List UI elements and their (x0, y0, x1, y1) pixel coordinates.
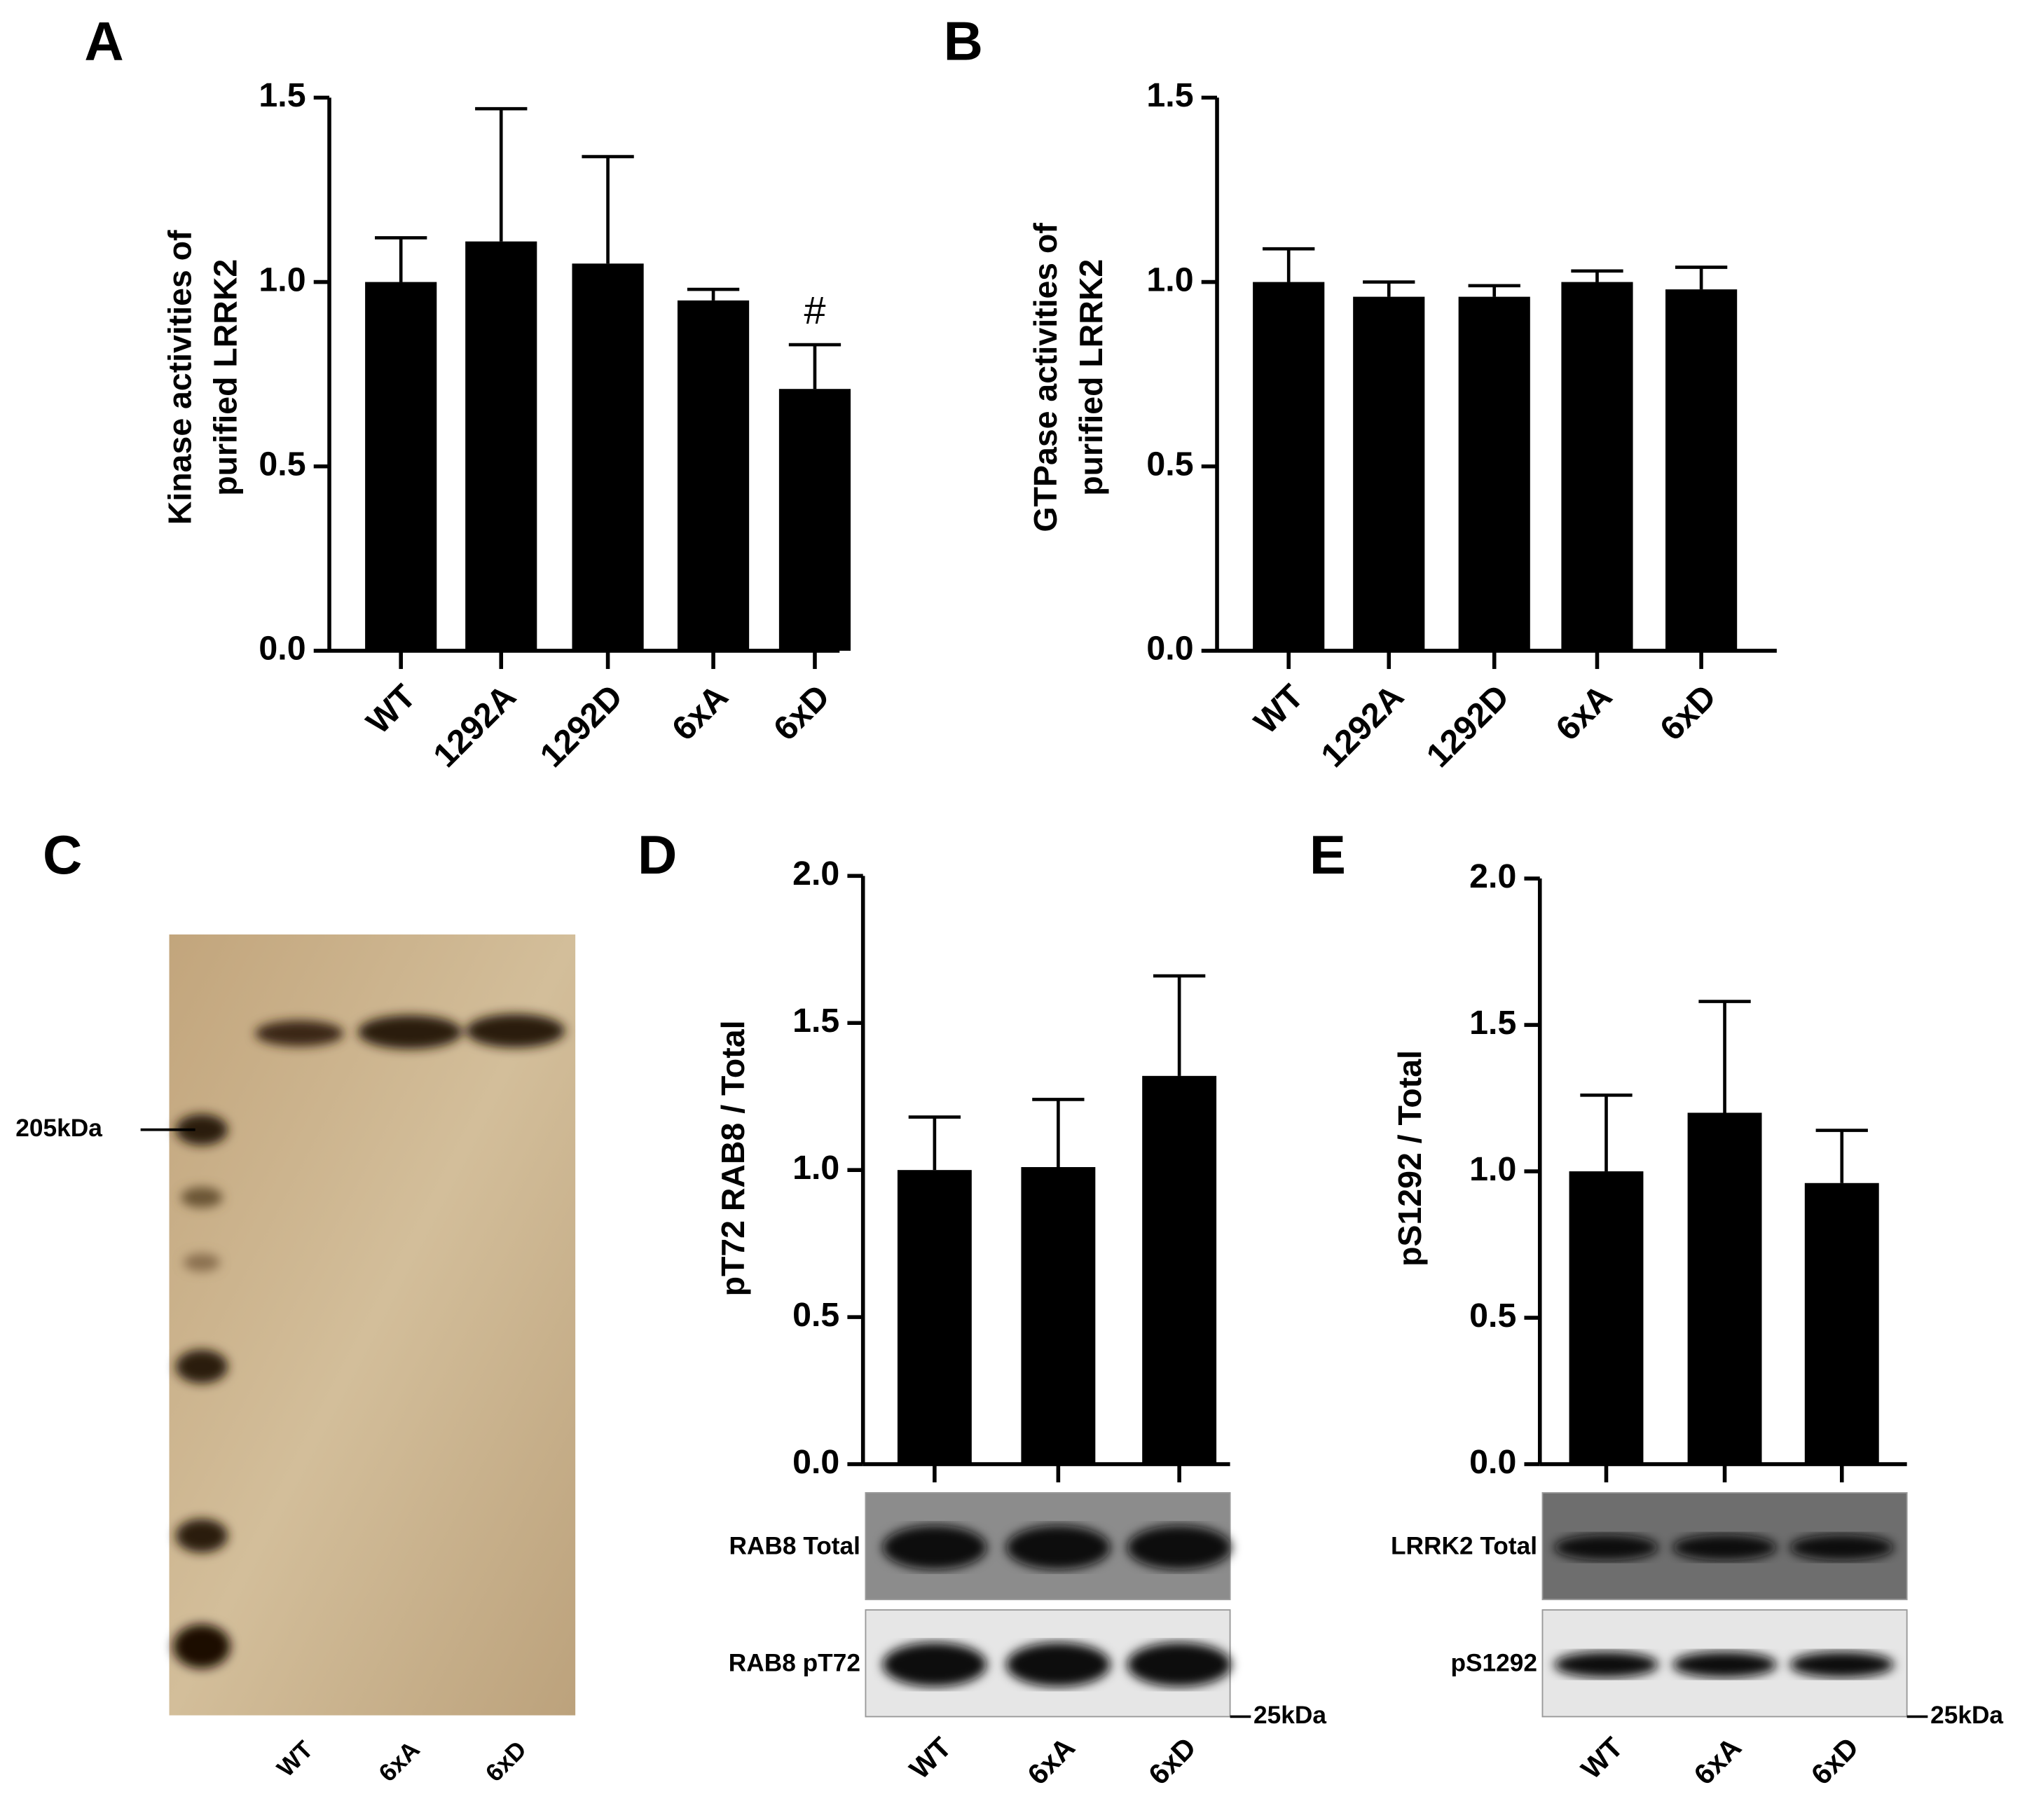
bar (1804, 1183, 1879, 1465)
lane-label: 6xA (373, 1736, 425, 1787)
blot-bands (882, 1642, 1232, 1687)
x-tick-label: 6xA (665, 677, 736, 748)
blot-band (1006, 1525, 1111, 1570)
blot-band (1554, 1651, 1658, 1678)
y-axis-title: purified LRRK2 (1073, 259, 1109, 496)
panel-letter: D (638, 824, 677, 885)
y-tick-label: 1.5 (259, 76, 305, 114)
y-axis-title: Kinase activities of (161, 230, 198, 525)
y-tick-label: 2.0 (1469, 857, 1516, 895)
gel-image (169, 934, 576, 1716)
y-tick-label: 1.0 (259, 261, 305, 298)
x-tick-label: 6xA (1688, 1731, 1748, 1791)
blot-band (1672, 1534, 1777, 1561)
annotation: # (804, 289, 825, 332)
bar (1253, 282, 1325, 651)
blot-bands (882, 1525, 1232, 1570)
bar (1142, 1075, 1217, 1465)
blot-band (1672, 1651, 1777, 1678)
blot-label: RAB8 Total (729, 1532, 860, 1559)
bar (897, 1170, 972, 1465)
y-tick-label: 0.5 (1146, 446, 1193, 483)
bar (465, 241, 537, 651)
x-tick-label: WT (1247, 677, 1311, 741)
y-axis-title: GTPase activities of (1027, 223, 1064, 532)
bar (677, 300, 750, 651)
marker-label: 25kDa (1253, 1702, 1326, 1729)
x-tick-label: 6xD (1805, 1731, 1865, 1791)
x-tick-label: 1292A (426, 677, 523, 775)
blot-band (882, 1525, 987, 1570)
y-tick-label: 0.5 (259, 446, 305, 483)
bar (1569, 1171, 1644, 1465)
marker-label: 25kDa (1930, 1702, 2003, 1729)
y-tick-label: 1.0 (1469, 1150, 1516, 1188)
y-axis-title: pS1292 / Total (1391, 1050, 1428, 1267)
blot-band (1789, 1534, 1895, 1561)
x-tick-label: 1292D (1420, 677, 1517, 775)
x-tick-label: WT (903, 1731, 957, 1785)
x-tick-label: WT (359, 677, 423, 741)
bar (1021, 1166, 1096, 1465)
blot-label: RAB8 pT72 (729, 1649, 860, 1676)
x-tick-label: 6xD (1653, 677, 1724, 748)
bar (1353, 296, 1425, 651)
blot-band (882, 1642, 987, 1687)
y-tick-label: 0.0 (259, 630, 305, 668)
panel-letter: C (43, 824, 82, 885)
y-axis-title: pT72 RAB8 / Total (715, 1021, 751, 1297)
blot-band (1789, 1651, 1895, 1678)
y-tick-label: 0.0 (792, 1443, 839, 1481)
lane-label: 6xD (481, 1736, 532, 1787)
bar (1665, 289, 1738, 651)
bar (1687, 1112, 1762, 1465)
gel-bands (173, 1014, 565, 1669)
bar (572, 263, 644, 651)
x-tick-label: WT (1575, 1731, 1629, 1785)
gel-panel: C 205kDa WT 6xA 6xD (15, 824, 576, 1787)
blot-bands (1554, 1651, 1895, 1678)
panel-letter: B (944, 11, 983, 72)
x-tick-label: 6xA (1021, 1731, 1081, 1791)
y-tick-label: 0.5 (1469, 1297, 1516, 1335)
y-tick-label: 0.5 (792, 1296, 839, 1334)
blot-band (1127, 1642, 1232, 1687)
y-tick-label: 1.0 (792, 1149, 839, 1187)
y-tick-label: 2.0 (792, 855, 839, 892)
panel-letter: E (1310, 824, 1346, 885)
lane-label: WT (272, 1736, 319, 1783)
blot-band (1006, 1642, 1111, 1687)
y-tick-label: 0.0 (1146, 630, 1193, 668)
y-axis-title: purified LRRK2 (207, 259, 243, 496)
blot-bands (1554, 1534, 1895, 1561)
x-tick-label: 1292D (532, 677, 630, 775)
chart-panel: A Kinase activities of purified LRRK2 0.0 0.… (84, 11, 851, 775)
blot-band (1554, 1534, 1658, 1561)
y-tick-label: 1.5 (1146, 76, 1193, 114)
blot-band (1127, 1525, 1232, 1570)
blot-label: LRRK2 Total (1391, 1532, 1537, 1559)
chart-panel: B GTPase activities of purified LRRK2 0.0 0.… (944, 11, 1777, 775)
bar (1561, 282, 1633, 651)
y-tick-label: 0.0 (1469, 1443, 1516, 1481)
marker-label: 205kDa (15, 1115, 102, 1142)
x-tick-label: 6xD (1142, 1731, 1202, 1791)
y-tick-label: 1.0 (1146, 261, 1193, 298)
x-tick-label: 1292A (1314, 677, 1411, 775)
x-tick-label: 6xA (1548, 677, 1619, 748)
bar (778, 389, 851, 651)
bar (365, 282, 437, 651)
y-tick-label: 1.5 (792, 1002, 839, 1040)
x-tick-label: 6xD (767, 677, 837, 748)
bar (1458, 296, 1530, 651)
y-tick-label: 1.5 (1469, 1004, 1516, 1042)
blot-label: pS1292 (1450, 1649, 1537, 1676)
panel-letter: A (84, 11, 123, 72)
